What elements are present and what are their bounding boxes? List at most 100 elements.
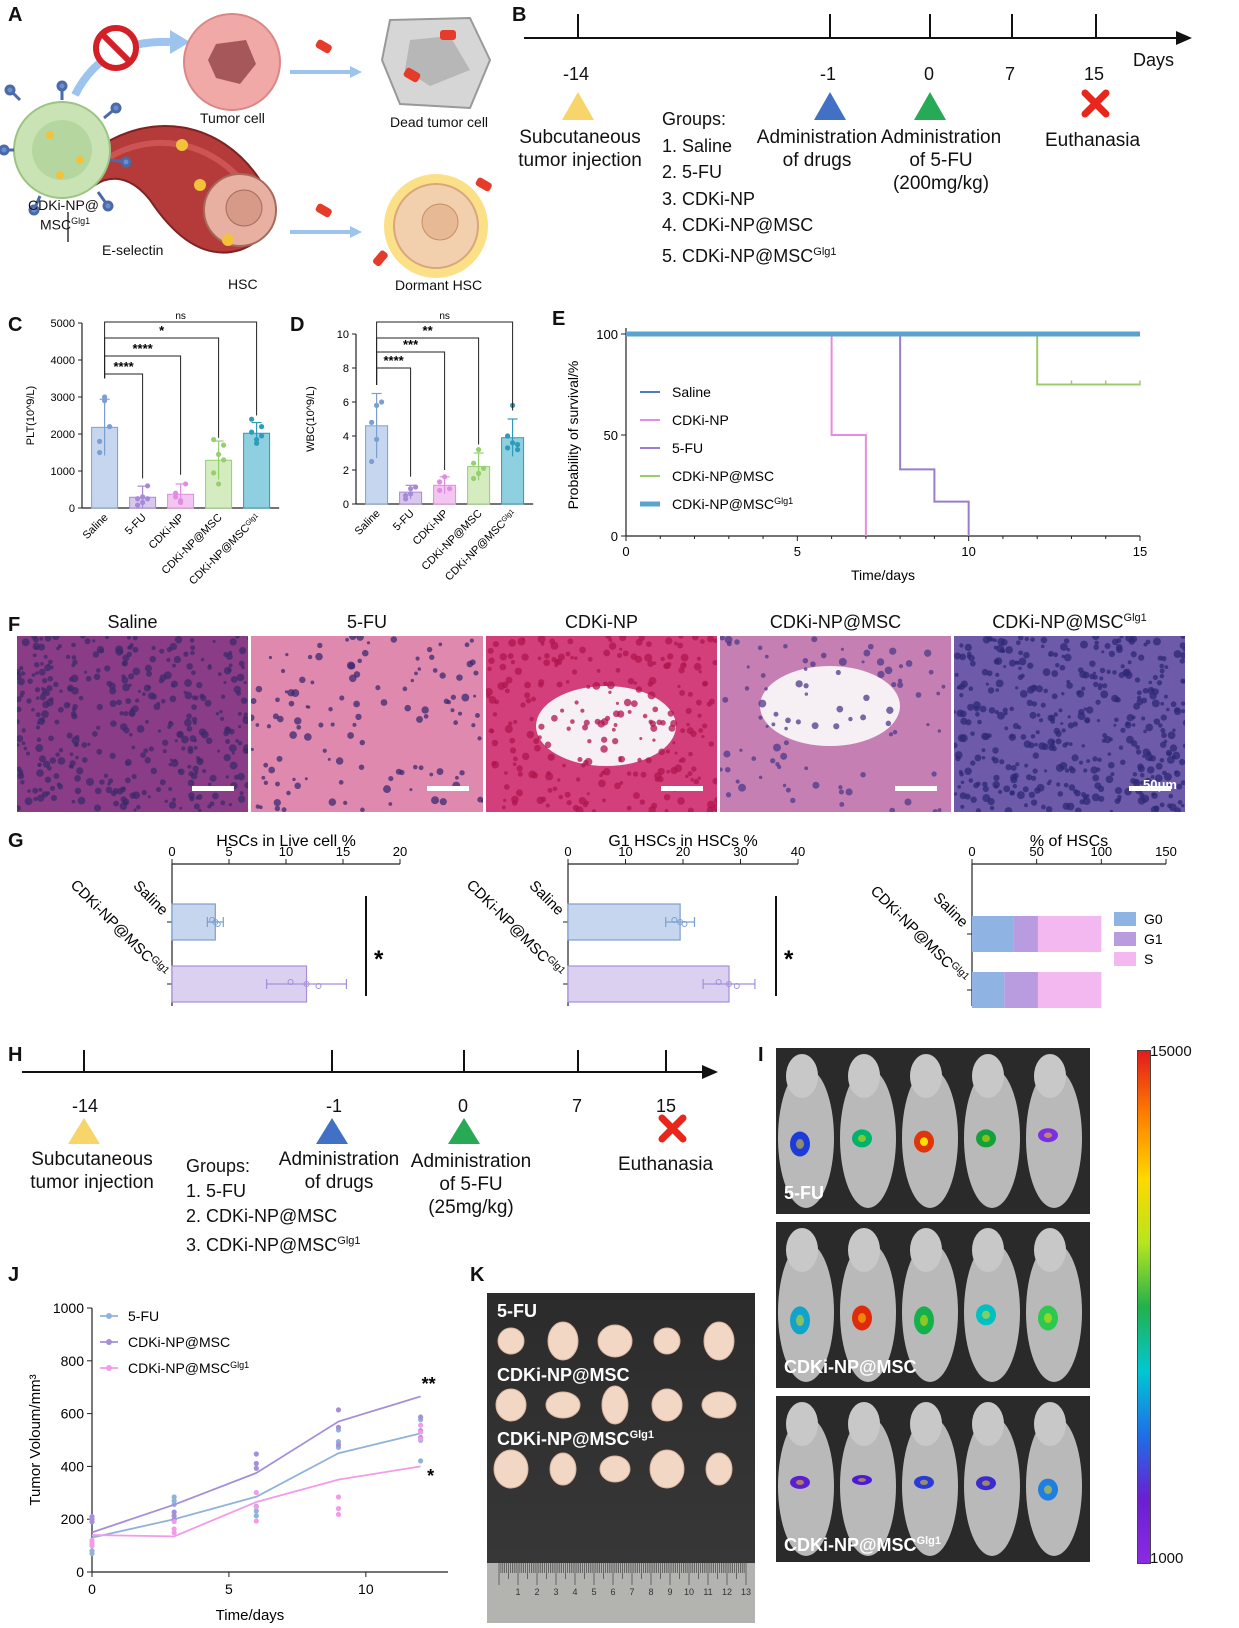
x-axis-label: Time/days xyxy=(851,567,915,583)
nucleus xyxy=(168,801,177,809)
nucleus xyxy=(645,757,652,764)
histology-cdki-np-msc: CDKi-NP@MSC xyxy=(720,612,951,812)
y-tick-label: 800 xyxy=(61,1353,85,1369)
nucleus xyxy=(1099,676,1104,681)
legend-label: CDKi-NP xyxy=(672,412,729,428)
nucleus xyxy=(410,678,415,683)
nucleus xyxy=(526,730,535,739)
nucleus xyxy=(1024,763,1029,768)
data-point xyxy=(97,449,103,456)
nucleus xyxy=(1084,717,1091,724)
nucleus xyxy=(976,781,981,787)
tumor-specimen xyxy=(497,1327,525,1355)
nucleus xyxy=(1151,699,1160,708)
nucleus xyxy=(106,680,113,687)
nucleus xyxy=(1108,650,1116,658)
nucleus xyxy=(281,807,287,812)
nucleus xyxy=(956,709,964,717)
nucleus xyxy=(19,693,24,698)
nucleus xyxy=(1092,774,1100,782)
nucleus xyxy=(284,690,289,694)
nucleus xyxy=(958,770,963,774)
nucleus xyxy=(91,731,98,737)
nucleus xyxy=(80,633,86,639)
nucleus xyxy=(1142,754,1146,758)
tumor-specimen xyxy=(705,1452,733,1486)
nucleus xyxy=(361,649,369,657)
nucleus xyxy=(170,680,178,688)
nucleus xyxy=(1166,707,1170,712)
nucleus xyxy=(957,785,961,789)
nucleus xyxy=(147,795,151,799)
nucleus xyxy=(648,719,653,725)
bioluminescence-cdki-np-msc-glg1: CDKi-NP@MSCGlg1 xyxy=(776,1396,1090,1562)
nucleus xyxy=(127,645,131,650)
nucleus xyxy=(57,644,62,649)
nucleus xyxy=(848,716,853,722)
nucleus xyxy=(132,635,138,641)
nucleus xyxy=(1072,721,1078,727)
nucleus xyxy=(156,701,161,706)
nucleus xyxy=(795,719,801,725)
nucleus xyxy=(233,685,241,694)
nucleus xyxy=(263,780,269,785)
nucleus xyxy=(557,653,565,661)
nucleus xyxy=(1009,659,1017,667)
nucleus xyxy=(760,673,766,678)
nucleus xyxy=(1161,655,1167,662)
nucleus xyxy=(58,706,64,713)
nucleus xyxy=(623,698,632,707)
nucleus xyxy=(1142,687,1149,694)
nucleus xyxy=(1138,654,1145,661)
nucleus xyxy=(1032,768,1038,774)
x-tick-label: 0 xyxy=(564,844,571,859)
nucleus xyxy=(619,634,627,642)
nucleus xyxy=(94,787,102,795)
data-point xyxy=(335,1407,342,1413)
nucleus xyxy=(499,653,508,661)
scale-bar xyxy=(1129,786,1171,791)
nucleus xyxy=(330,722,335,727)
data-point xyxy=(253,1451,259,1457)
nucleus xyxy=(1067,722,1075,729)
nucleus xyxy=(635,638,643,646)
data-point xyxy=(515,441,521,448)
nucleus xyxy=(765,724,769,728)
nucleus xyxy=(41,677,48,684)
nucleus xyxy=(1174,770,1181,777)
nucleus xyxy=(1159,802,1165,808)
nucleus xyxy=(212,639,216,644)
nucleus xyxy=(644,653,653,662)
nucleus xyxy=(1053,652,1059,658)
nucleus xyxy=(1093,644,1099,651)
nucleus xyxy=(1018,657,1027,666)
data-point xyxy=(171,1494,177,1500)
x-tick-label: CDKi-NP@MSCGlg1 xyxy=(187,512,263,588)
data-point xyxy=(471,475,477,482)
nucleus xyxy=(960,804,965,809)
nucleus xyxy=(196,681,203,689)
data-point xyxy=(97,438,103,444)
nucleus xyxy=(1180,780,1185,786)
y-axis-label: Probability of survival/% xyxy=(565,361,581,510)
nucleus xyxy=(21,728,26,733)
nucleus xyxy=(1040,636,1048,644)
nucleus xyxy=(74,734,80,740)
nucleus xyxy=(251,697,257,705)
bli-label: CDKi-NP@MSCGlg1 xyxy=(784,1535,942,1555)
nucleus xyxy=(17,696,22,703)
nucleus xyxy=(989,805,995,811)
data-point xyxy=(173,494,179,500)
y-tick-label: 100 xyxy=(596,327,618,342)
nucleus xyxy=(190,650,195,656)
nucleus xyxy=(687,691,693,697)
nucleus xyxy=(237,740,243,746)
legend-swatch xyxy=(1114,932,1136,946)
nucleus xyxy=(612,737,619,745)
legend-label: 5-FU xyxy=(128,1308,159,1324)
nucleus xyxy=(970,731,975,736)
nucleus xyxy=(1086,759,1091,764)
x-tick-label: 20 xyxy=(676,844,690,859)
nucleus xyxy=(305,705,309,709)
